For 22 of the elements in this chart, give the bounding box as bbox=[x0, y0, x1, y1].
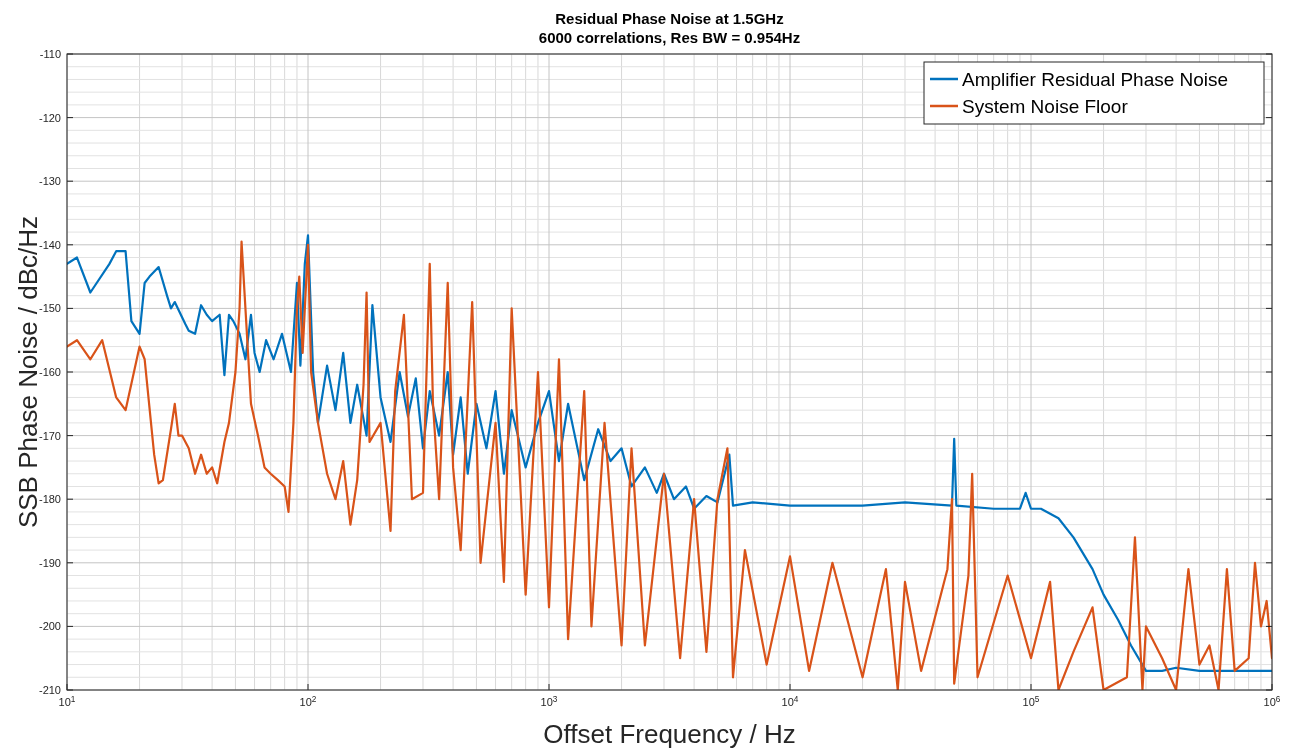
y-tick-label: -180 bbox=[38, 493, 61, 506]
x-axis-title: Offset Frequency / Hz bbox=[543, 719, 796, 749]
y-tick-label: -190 bbox=[38, 556, 61, 569]
y-tick-label: -120 bbox=[38, 111, 61, 124]
y-tick-label: -210 bbox=[38, 684, 61, 696]
y-tick-label: -130 bbox=[38, 175, 61, 188]
legend-label: Amplifier Residual Phase Noise bbox=[962, 69, 1229, 90]
y-tick-label: -160 bbox=[38, 366, 61, 378]
x-tick-label: 10$^{2}$ bbox=[299, 694, 317, 708]
y-tick-label: -140 bbox=[38, 238, 61, 251]
x-tick-label: 10$^{1}$ bbox=[58, 694, 76, 708]
x-tick-label: 10$^{4}$ bbox=[781, 694, 799, 708]
y-tick-label: -170 bbox=[38, 429, 61, 442]
x-tick-label: 10$^{5}$ bbox=[1022, 694, 1040, 708]
legend-label: System Noise Floor bbox=[962, 96, 1129, 117]
chart-title: Residual Phase Noise at 1.5GHz bbox=[555, 10, 784, 27]
y-tick-label: -200 bbox=[38, 620, 61, 633]
x-tick-label: 10$^{6}$ bbox=[1263, 694, 1281, 708]
y-tick-label: -110 bbox=[39, 48, 61, 60]
chart-subtitle: 6000 correlations, Res BW = 0.954Hz bbox=[538, 29, 801, 46]
x-tick-label: 10$^{3}$ bbox=[540, 694, 558, 708]
y-tick-label: -150 bbox=[38, 302, 61, 315]
